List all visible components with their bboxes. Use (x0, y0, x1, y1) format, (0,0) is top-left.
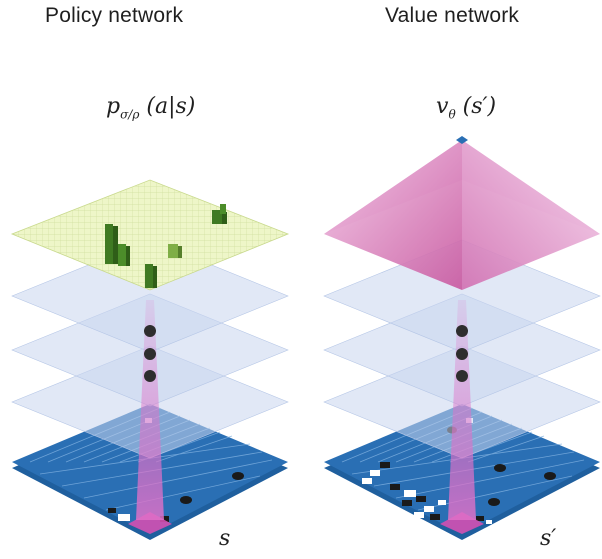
policy-probability-bars (105, 204, 227, 288)
black-stone-icon (108, 508, 116, 513)
policy-network-title: Policy network (45, 4, 184, 27)
policy-focus-beam (136, 300, 164, 520)
black-stone-icon (232, 472, 244, 480)
black-stone-icon (180, 496, 192, 504)
policy-formula: pσ/ρ (a|s) (106, 94, 195, 121)
value-formula: vθ (s′) (436, 94, 496, 121)
value-input-label: s′ (540, 526, 557, 551)
policy-formula-args: (a|s) (139, 94, 196, 119)
policy-ellipsis-dots (144, 325, 156, 382)
value-formula-subscript: θ (448, 107, 456, 122)
value-pyramid (324, 136, 600, 290)
value-focus-beam (448, 300, 476, 520)
value-ellipsis-dots (456, 325, 468, 382)
policy-input-label: s (219, 526, 231, 551)
value-formula-symbol: v (436, 94, 449, 119)
black-stone-icon (160, 516, 169, 522)
policy-network (10, 179, 290, 540)
white-stone-icon (118, 514, 130, 521)
policy-output-plane (10, 179, 290, 291)
policy-formula-symbol: p (106, 94, 121, 119)
policy-formula-subscript: σ/ρ (120, 107, 140, 122)
value-network (323, 136, 601, 540)
focus-patch (440, 512, 484, 534)
value-output-node (456, 136, 468, 144)
value-formula-args: (s′) (455, 94, 497, 119)
focus-patch (128, 512, 172, 534)
value-network-title: Value network (385, 4, 520, 27)
